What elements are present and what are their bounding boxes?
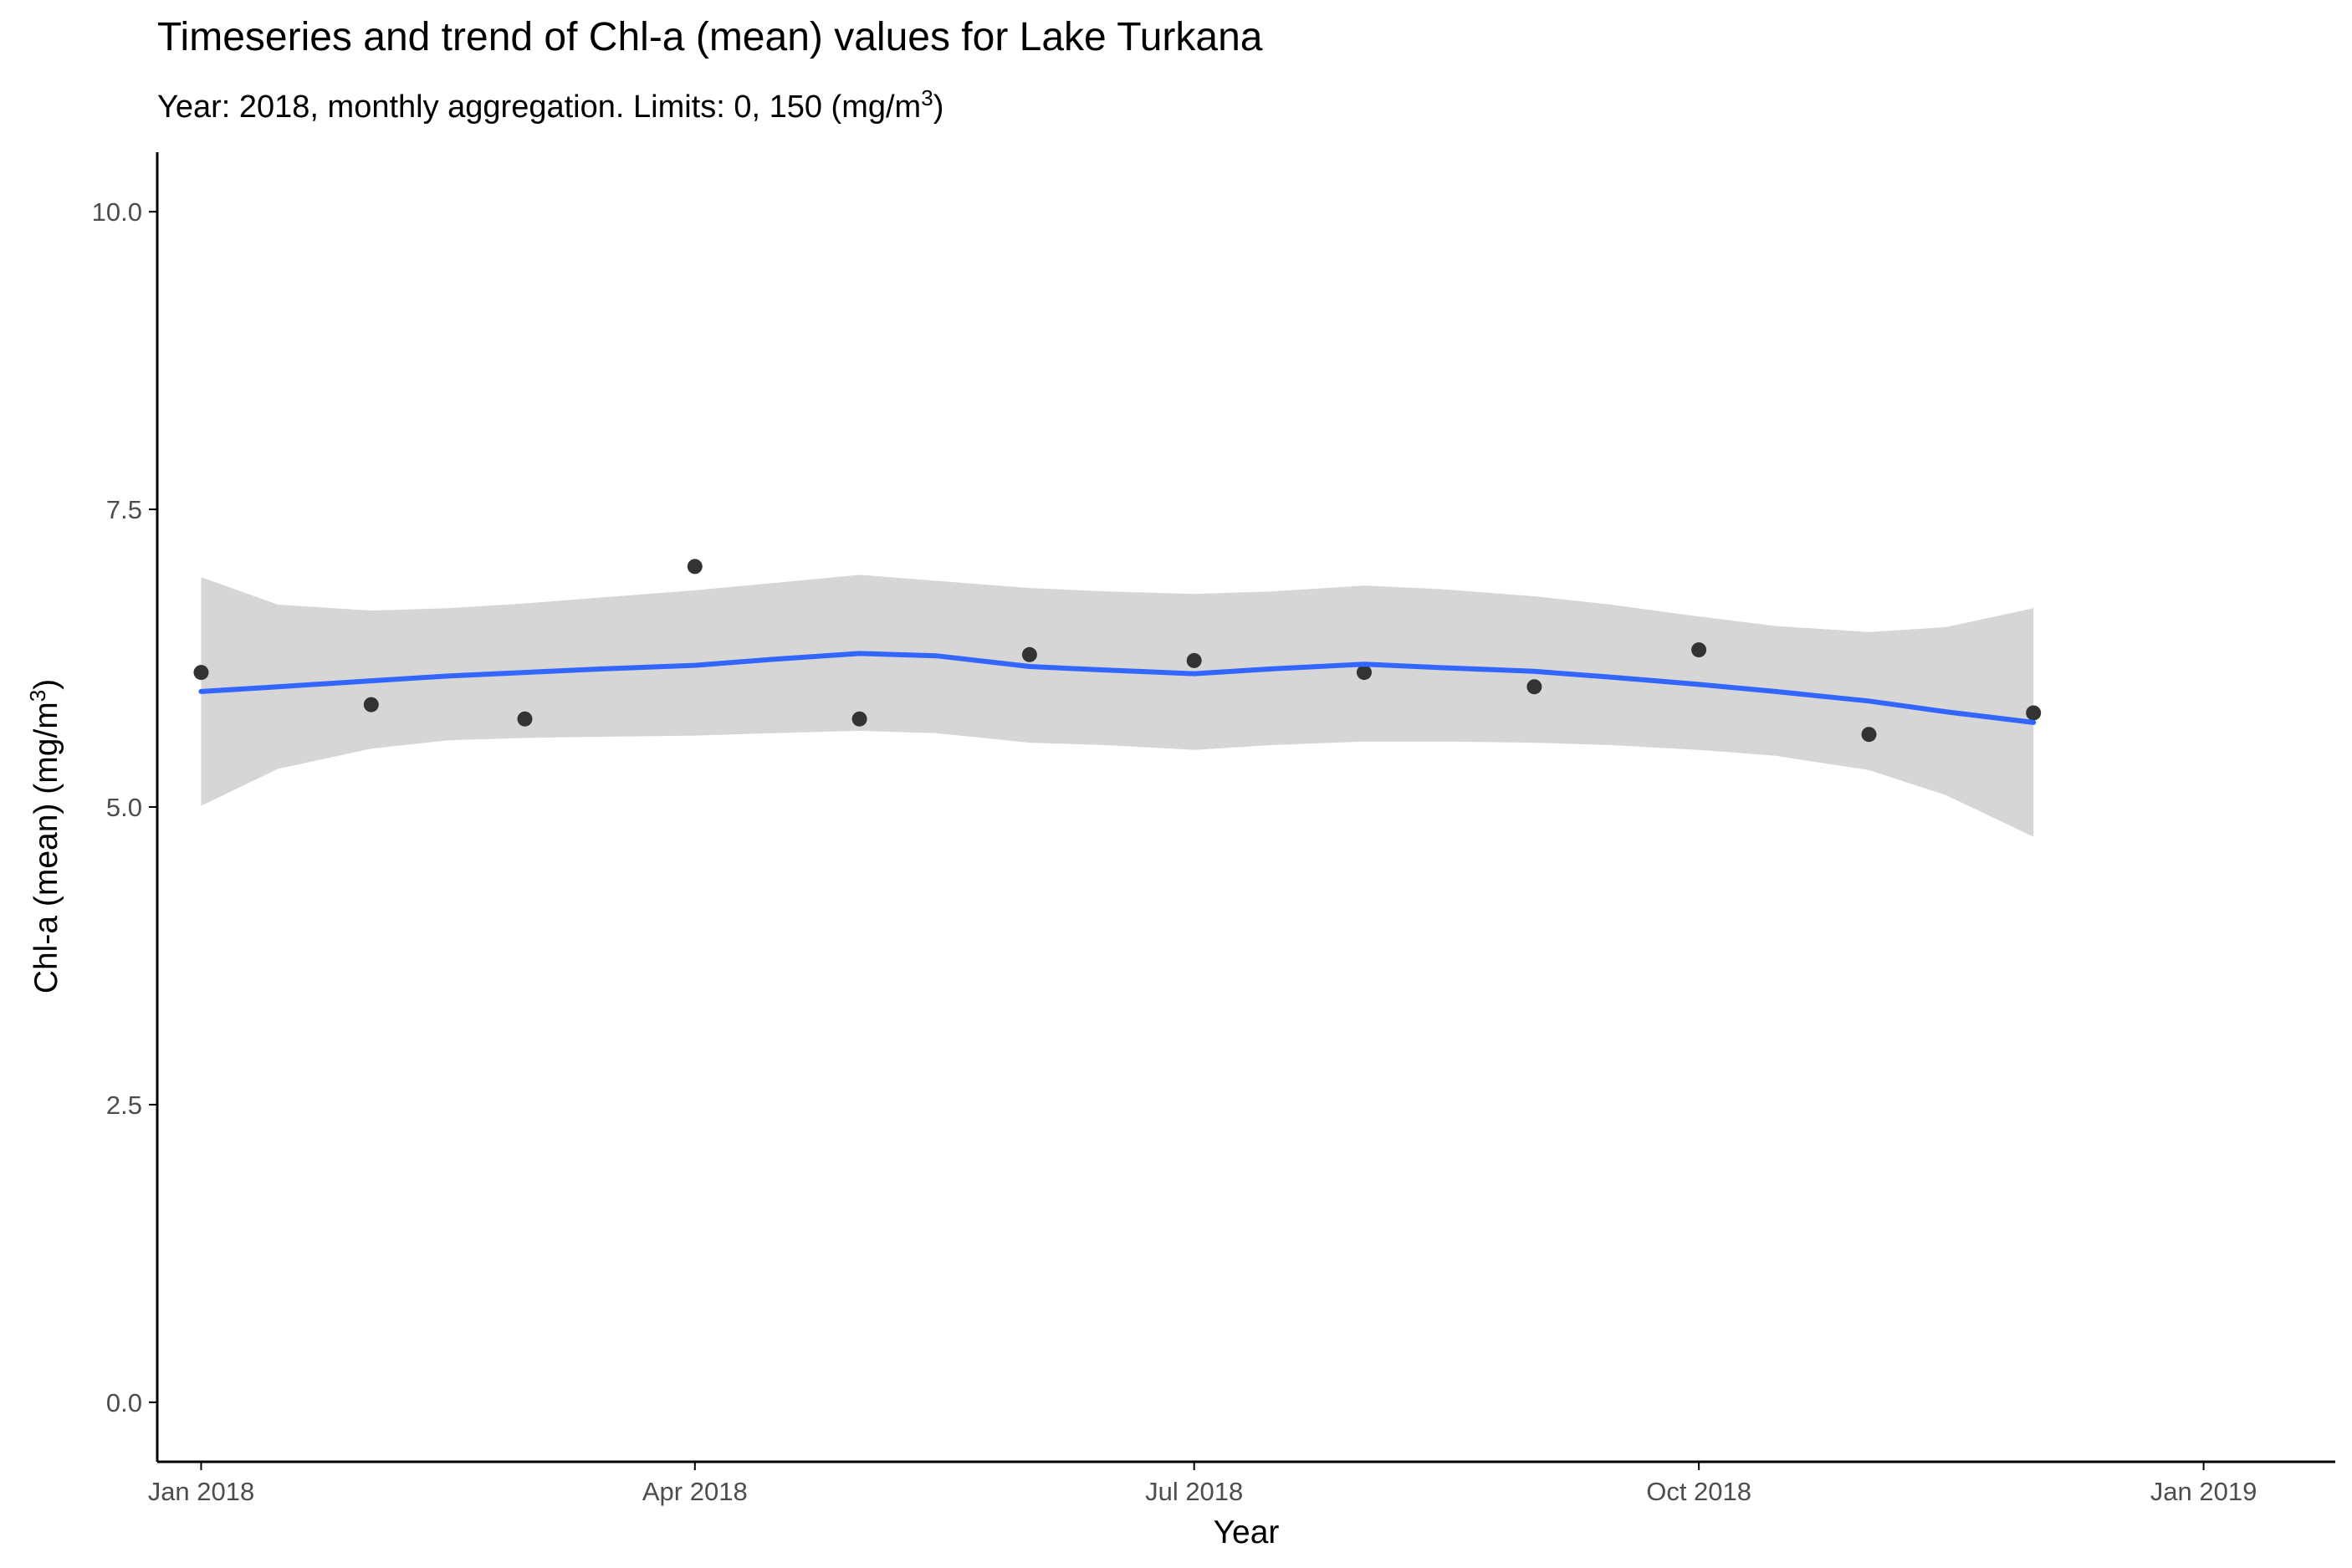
data-point [2026,705,2042,721]
x-tick-label: Oct 2018 [1646,1477,1751,1506]
data-point [193,665,209,681]
x-tick-label: Jan 2018 [148,1477,255,1506]
data-point [851,711,867,727]
data-point [1186,652,1202,668]
x-tick-label: Apr 2018 [642,1477,748,1506]
data-point [363,697,379,712]
trend-line [198,651,2037,725]
chart-title: Timeseries and trend of Chl-a (mean) val… [157,15,1263,59]
y-tick-label: 5.0 [106,793,142,822]
y-tick-label: 7.5 [106,495,142,524]
y-axis-title: Chl-a (mean) (mg/m3) [25,679,64,993]
y-tick-label: 2.5 [106,1090,142,1120]
data-point [1691,642,1707,658]
x-axis-title: Year [1214,1514,1280,1550]
x-axis-ticks: Jan 2018 Apr 2018 Jul 2018 Oct 2018 Jan 2019 [148,1462,2257,1506]
chart-subtitle: Year: 2018, monthly aggregation. Limits:… [157,85,943,125]
data-point [1861,727,1877,743]
data-point [1021,646,1037,662]
confidence-band [201,575,2034,837]
data-point [1526,679,1542,695]
y-tick-label: 0.0 [106,1388,142,1417]
data-point [687,559,703,575]
x-tick-label: Jan 2019 [2150,1477,2257,1506]
data-point [1357,665,1372,681]
plot-area [193,559,2042,837]
y-tick-label: 10.0 [92,197,142,227]
y-axis-ticks: 0.0 2.5 5.0 7.5 10.0 [92,197,157,1417]
x-tick-label: Jul 2018 [1145,1477,1243,1506]
data-point [517,711,533,727]
